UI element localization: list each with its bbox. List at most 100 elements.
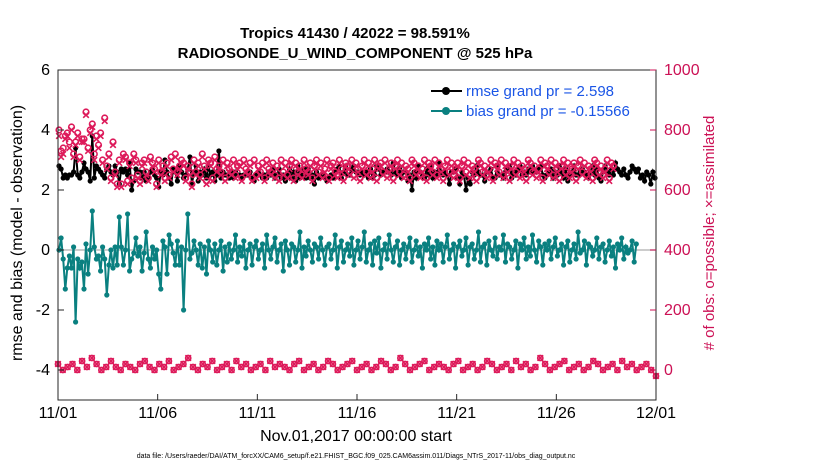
obs-bottom-assimilated-point <box>146 363 153 371</box>
obs-bottom-assimilated-point <box>546 366 554 374</box>
bias-point <box>548 256 554 262</box>
obs-assimilated-point <box>466 174 474 182</box>
bias-point <box>147 265 153 271</box>
obs-assimilated-point <box>248 177 256 185</box>
bias-point <box>465 262 471 268</box>
obs-assimilated-point <box>589 177 597 185</box>
y-tick-label: 4 <box>41 122 50 139</box>
obs-bottom-assimilated-point <box>493 366 501 374</box>
bias-point <box>621 256 627 262</box>
obs-assimilated-point <box>80 138 88 146</box>
obs-bottom-assimilated-point <box>368 366 375 374</box>
obs-bottom-assimilated-point <box>425 366 433 374</box>
obs-possible-point <box>90 150 98 158</box>
obs-bottom-assimilated-point <box>623 363 631 371</box>
obs-assimilated-point <box>485 168 493 176</box>
bias-point <box>149 244 156 250</box>
bias-point <box>108 247 114 253</box>
bias-point <box>627 247 633 253</box>
obs-bottom-assimilated-point <box>199 360 207 368</box>
obs-bottom-assimilated-point <box>406 366 414 374</box>
obs-assimilated-point <box>134 174 142 182</box>
obs-bottom-assimilated-point <box>112 363 120 371</box>
obs-assimilated-point <box>207 162 214 170</box>
bias-point <box>473 247 479 253</box>
bias-point <box>338 238 344 244</box>
bias-point <box>477 259 484 265</box>
obs-bottom-assimilated-point <box>556 360 563 368</box>
bias-point <box>444 232 450 238</box>
obs-assimilated-point <box>410 162 418 170</box>
obs-assimilated-point <box>157 171 165 179</box>
bias-point <box>158 286 164 292</box>
obs-bottom-assimilated-point <box>638 363 645 371</box>
obs-assimilated-point <box>333 174 341 182</box>
obs-assimilated-point <box>358 165 366 173</box>
bias-point <box>168 241 174 247</box>
obs-assimilated-point <box>500 174 507 182</box>
bias-point <box>428 256 434 262</box>
obs-bottom-assimilated-point <box>117 366 125 374</box>
obs-bottom-assimilated-point <box>334 366 342 374</box>
obs-assimilated-point <box>576 159 584 167</box>
rmse-point <box>137 169 143 175</box>
bias-point <box>226 241 232 247</box>
obs-assimilated-point <box>551 162 559 170</box>
bias-point <box>521 235 527 241</box>
bias-point <box>191 238 197 244</box>
obs-bottom-assimilated-point <box>372 363 380 371</box>
bias-point <box>116 214 122 220</box>
bias-point <box>268 256 274 262</box>
obs-assimilated-point <box>539 177 547 185</box>
obs-bottom-assimilated-point <box>310 360 317 368</box>
obs-assimilated-point <box>441 165 449 173</box>
obs-bottom-assimilated-point <box>329 360 337 368</box>
bias-point <box>199 265 205 271</box>
bias-point <box>222 244 228 250</box>
obs-bottom-assimilated-point <box>643 360 650 368</box>
obs-assimilated-point <box>86 129 94 137</box>
obs-assimilated-point <box>381 159 389 167</box>
bias-point <box>185 211 191 217</box>
bias-point <box>631 259 637 265</box>
rmse-point <box>85 169 91 175</box>
bias-point <box>459 253 465 259</box>
obs-bottom-assimilated-point <box>237 363 245 371</box>
bias-point <box>241 238 247 244</box>
bias-point <box>318 235 324 241</box>
obs-bottom-assimilated-point <box>512 357 520 365</box>
obs-assimilated-point <box>117 183 125 191</box>
rmse-point <box>446 181 452 187</box>
obs-assimilated-point <box>489 177 497 185</box>
bias-point <box>326 241 332 247</box>
bias-point <box>370 262 376 268</box>
bias-point <box>255 256 261 262</box>
bias-point <box>189 250 195 256</box>
obs-bottom-possible-point <box>507 366 515 374</box>
obs-assimilated-point <box>356 177 364 185</box>
bias-point <box>247 241 253 247</box>
bias-point <box>525 244 531 250</box>
obs-assimilated-point <box>446 171 453 179</box>
bias-point <box>60 256 66 262</box>
bias-point <box>392 244 398 250</box>
bias-point <box>291 244 297 250</box>
obs-assimilated-point <box>82 111 90 119</box>
obs-bottom-assimilated-point <box>551 363 559 371</box>
obs-assimilated-point <box>169 168 177 176</box>
bias-point <box>114 262 120 268</box>
obs-assimilated-point <box>149 162 156 170</box>
obs-bottom-assimilated-point <box>348 357 356 365</box>
bias-point <box>183 247 189 253</box>
obs-assimilated-point <box>462 171 470 179</box>
obs-assimilated-point <box>165 174 173 182</box>
bias-point <box>556 247 563 253</box>
x-tick-label: 11/06 <box>138 405 177 422</box>
obs-bottom-assimilated-point <box>565 366 573 374</box>
obs-bottom-assimilated-point <box>575 360 583 368</box>
bias-point <box>106 262 112 268</box>
obs-bottom-possible-point <box>396 354 404 362</box>
bias-point <box>403 256 409 262</box>
obs-assimilated-point <box>406 177 414 185</box>
